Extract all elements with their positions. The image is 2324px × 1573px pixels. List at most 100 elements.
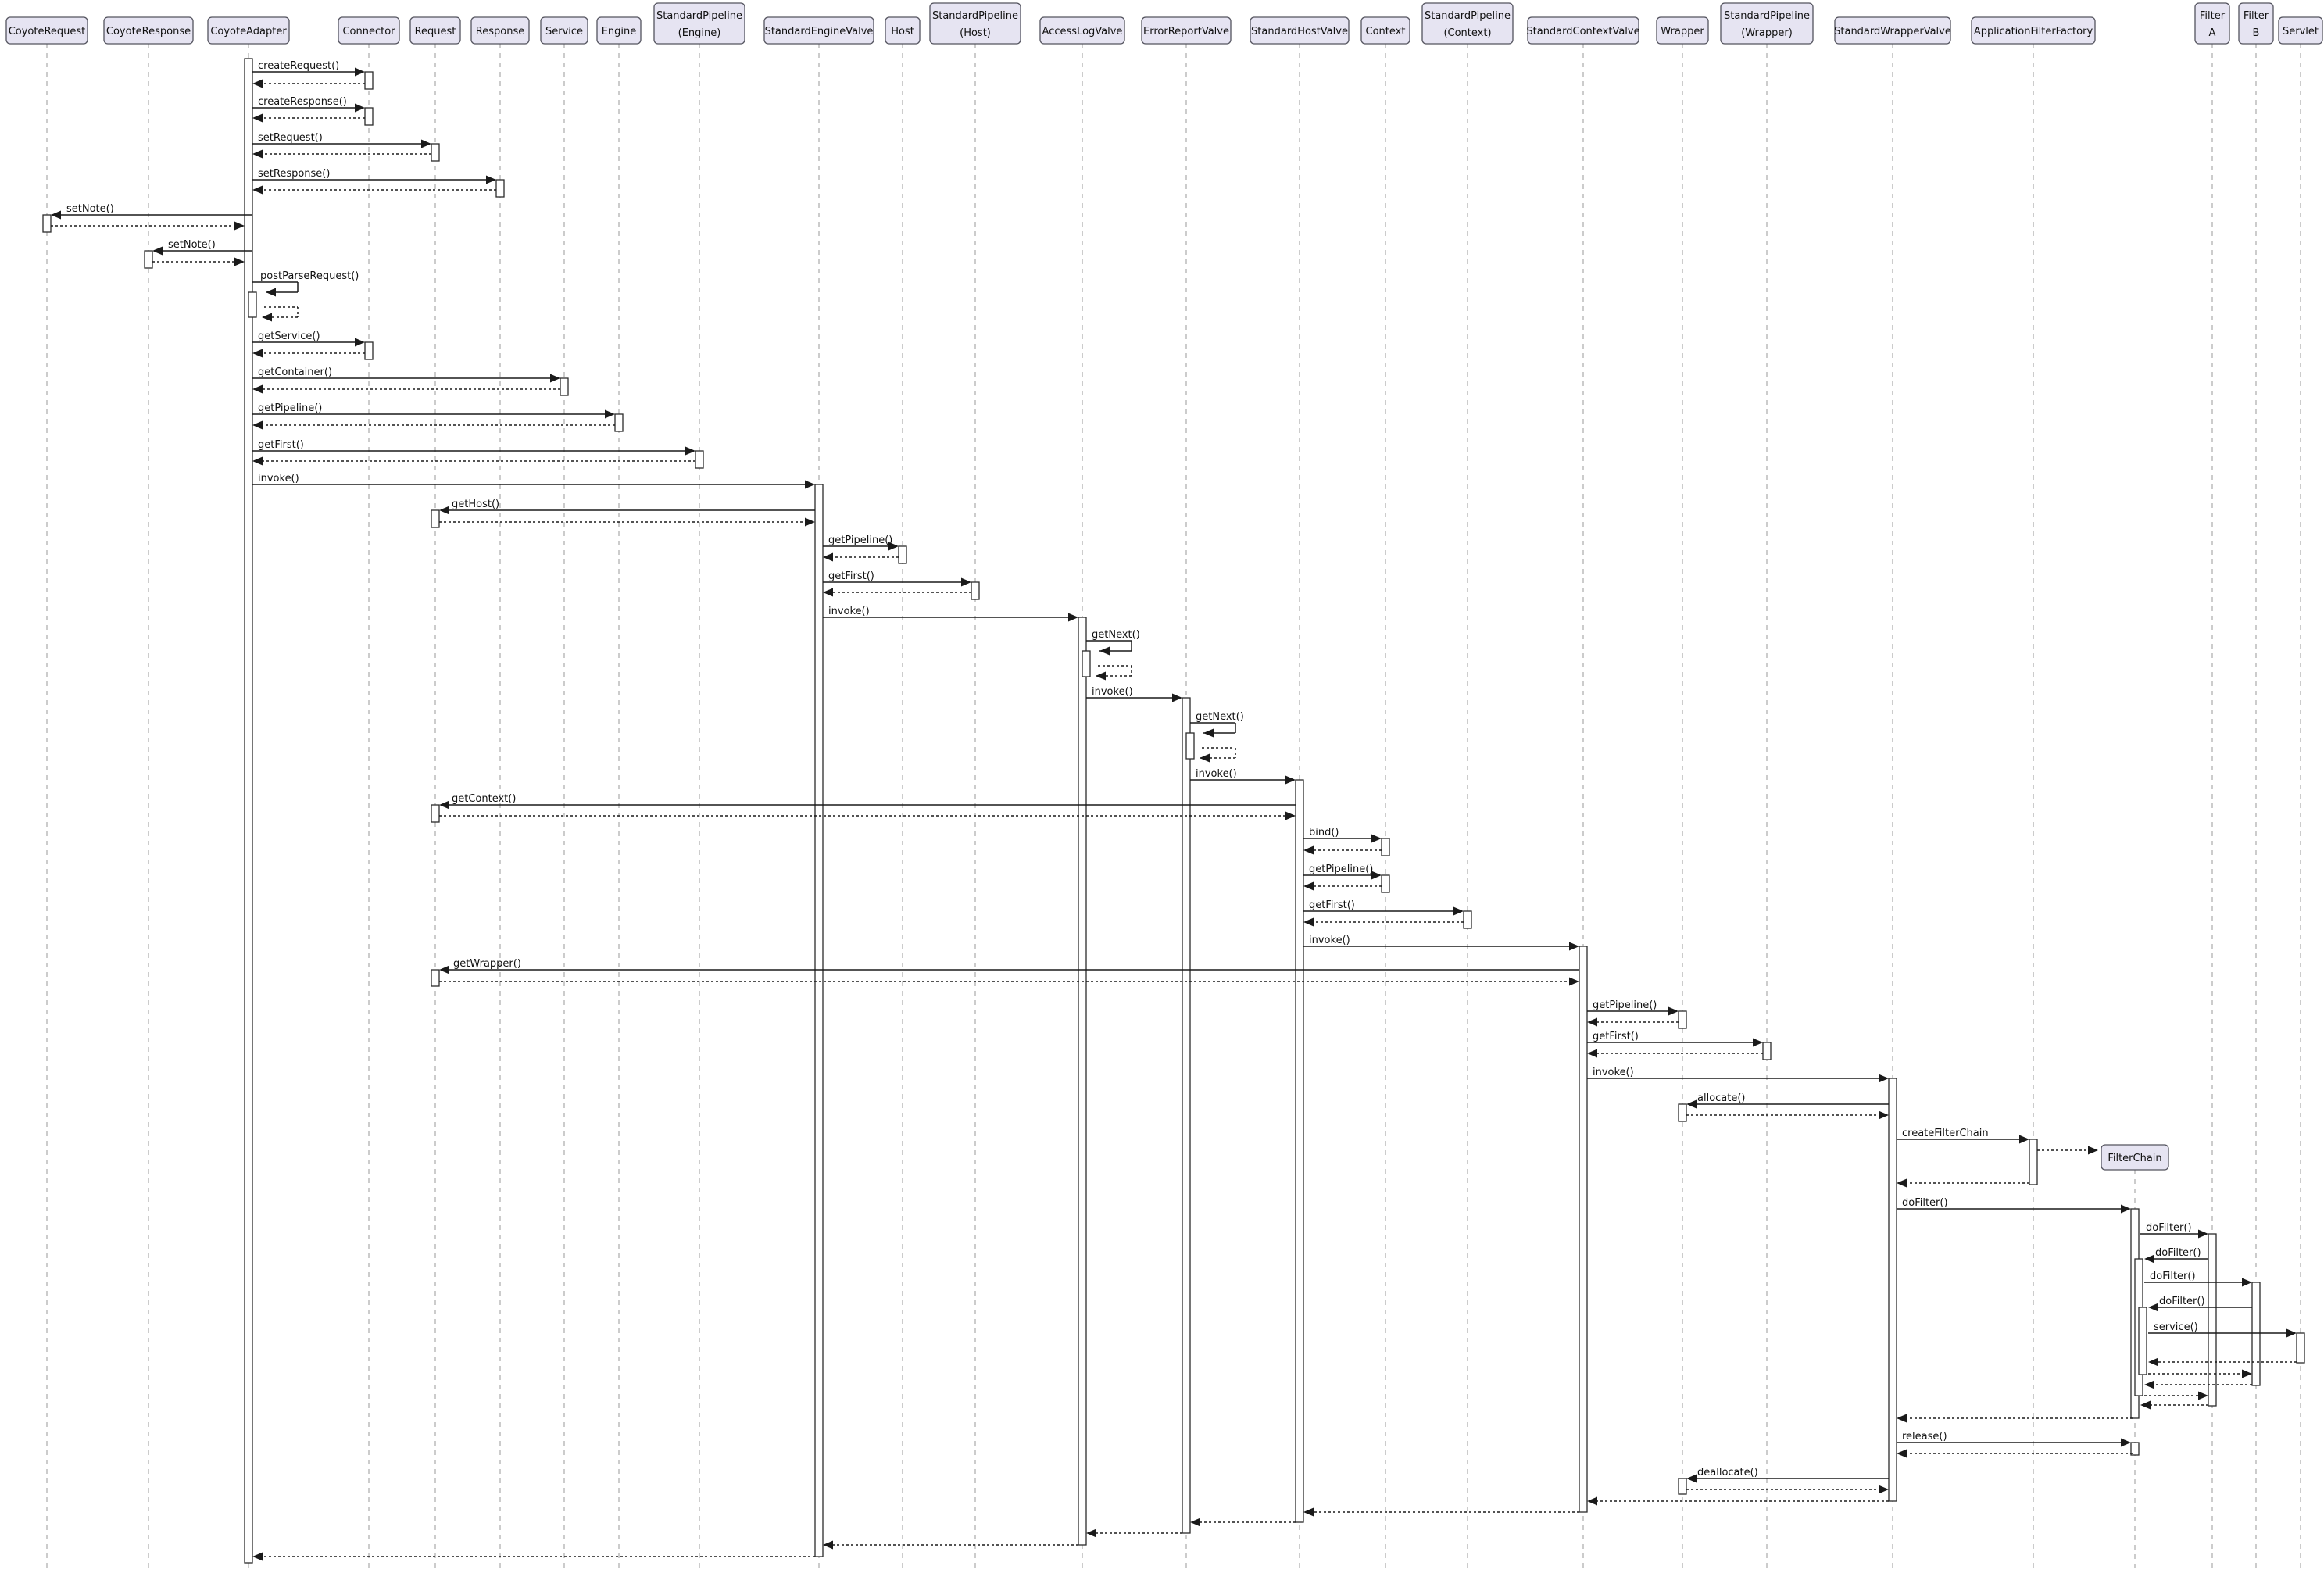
message-label: doFilter() [2155, 1247, 2201, 1259]
message-label: allocate() [1697, 1092, 1746, 1104]
message-label: getNext() [1196, 711, 1244, 723]
activation-bar [1185, 732, 1195, 760]
participant-label-standard-pipeline-engine: StandardPipeline [656, 10, 742, 22]
message-label: doFilter() [2146, 1222, 2192, 1234]
arrowhead [823, 1540, 833, 1550]
arrowhead [1068, 613, 1078, 622]
message-label: createRequest() [258, 60, 339, 72]
arrowhead [234, 221, 245, 231]
participant-label-standard-pipeline-host: StandardPipeline [932, 10, 1018, 22]
arrowhead [823, 552, 833, 562]
activation-bar [2029, 1139, 2038, 1185]
arrowhead [2019, 1135, 2029, 1144]
arrowhead [1371, 834, 1382, 843]
activation-bar [364, 341, 374, 360]
arrowhead [550, 374, 560, 383]
message-label: doFilter() [1902, 1197, 1948, 1209]
activation-bar [814, 484, 824, 1557]
arrowhead [1303, 845, 1314, 855]
arrowhead [2242, 1369, 2252, 1378]
message-label: invoke() [1092, 686, 1133, 698]
participant-label2-standard-pipeline-host: (Host) [960, 27, 991, 39]
participant-label-connector: Connector [342, 26, 395, 38]
message-label: invoke() [828, 606, 870, 617]
arrowhead [439, 800, 449, 810]
arrowhead [252, 1552, 263, 1561]
arrowhead [888, 542, 899, 551]
arrowhead [252, 349, 263, 358]
arrowhead [439, 506, 449, 515]
message-label: createResponse() [258, 96, 347, 108]
arrowhead [1753, 1038, 1763, 1047]
arrowhead [439, 965, 449, 974]
participant-access-log-valve [1039, 16, 1125, 45]
message-label: getContext() [452, 793, 516, 805]
arrowhead [1099, 646, 1110, 656]
activation-bar [614, 413, 624, 432]
activation-bar [364, 71, 374, 90]
message-label: getPipeline() [258, 402, 322, 414]
participant-standard-context-valve [1527, 16, 1639, 45]
participant-response [470, 16, 530, 45]
participant-standard-wrapper-valve [1834, 16, 1951, 45]
participant-standard-host-valve [1250, 16, 1350, 45]
participant-engine [596, 16, 642, 45]
arrowhead [685, 446, 695, 456]
arrowhead [2286, 1328, 2297, 1338]
arrowhead [252, 384, 263, 394]
message-label: getFirst() [258, 439, 304, 451]
activation-bar [1381, 874, 1390, 893]
participant-label-filter-b: Filter [2244, 10, 2269, 22]
participant-standard-pipeline-wrapper [1720, 2, 1814, 45]
participant-label-coyote-response: CoyoteResponse [106, 26, 191, 38]
activation-bar [144, 250, 153, 269]
participant-label-error-report-valve: ErrorReportValve [1143, 26, 1229, 38]
arrowhead [2088, 1146, 2098, 1155]
activation-bar [695, 450, 704, 469]
arrowhead [961, 577, 971, 587]
arrowhead [2148, 1303, 2158, 1312]
activation-bar [431, 143, 440, 162]
activation-bar [364, 107, 374, 126]
participant-label-context: Context [1366, 26, 1406, 38]
message-label: release() [1902, 1431, 1947, 1443]
message-label: getWrapper() [453, 958, 521, 970]
activation-bar [2251, 1282, 2261, 1386]
participant-label-standard-pipeline-context: StandardPipeline [1425, 10, 1511, 22]
participant-label2-filter-b: B [2253, 27, 2260, 39]
message-label: invoke() [1593, 1067, 1634, 1078]
participant-wrapper [1656, 16, 1709, 45]
arrowhead [1569, 977, 1579, 986]
message-label: invoke() [1196, 768, 1237, 780]
participant-label-coyote-request: CoyoteRequest [9, 26, 86, 38]
arrowhead [1879, 1485, 1889, 1494]
activation-bar [971, 581, 980, 600]
participant-error-report-valve [1141, 16, 1232, 45]
message-label: setNote() [66, 203, 114, 215]
arrowhead [355, 338, 365, 347]
activation-bar [2138, 1307, 2147, 1375]
arrowhead [2121, 1204, 2131, 1214]
activation-bar [2208, 1233, 2217, 1407]
arrowhead [1285, 775, 1296, 785]
arrowhead [1897, 1414, 1907, 1423]
arrowhead [1200, 753, 1210, 763]
arrowhead [1303, 917, 1314, 927]
activation-bar [1381, 838, 1390, 856]
message-label: getService() [258, 331, 320, 342]
participant-service [540, 16, 588, 45]
arrowhead [355, 103, 365, 113]
activation-bar [1678, 1478, 1687, 1495]
arrowhead [262, 313, 272, 322]
arrowhead [605, 409, 615, 419]
message-label: bind() [1309, 827, 1339, 838]
message-label: getContainer() [258, 366, 332, 378]
arrowhead [234, 257, 245, 266]
activation-bar [431, 509, 440, 528]
participant-label-service: Service [545, 26, 583, 38]
message-label: getFirst() [1309, 899, 1355, 911]
participant-servlet [2278, 16, 2323, 45]
arrowhead [51, 210, 61, 220]
participant-filter-a [2194, 2, 2230, 45]
participant-label-servlet: Servlet [2283, 26, 2319, 38]
